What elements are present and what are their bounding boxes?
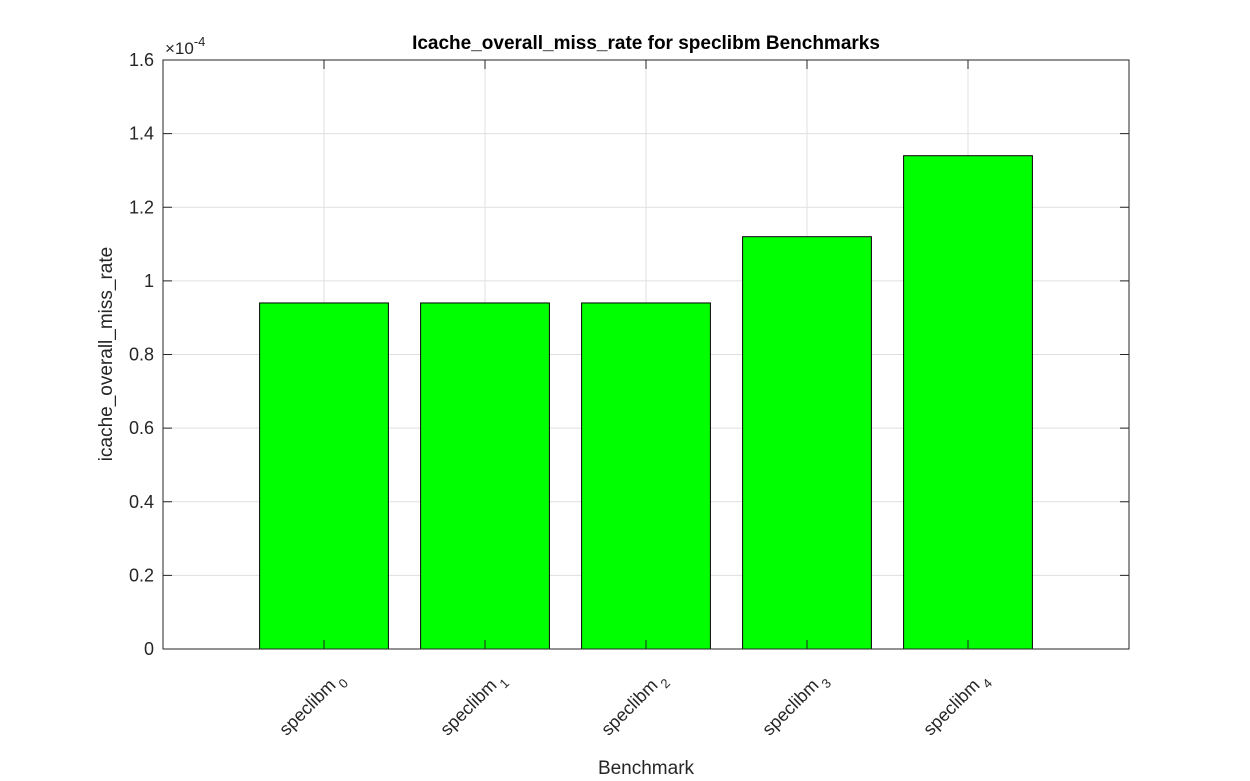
ticks [163,59,1129,650]
y-tick-label: 0.8 [129,345,154,365]
x-tick-label-base: speclibm [275,675,339,739]
x-tick-label-base: speclibm [758,675,822,739]
exponent-base: ×10 [165,39,194,58]
y-tick-label: 0.4 [129,492,154,512]
y-axis-label: icache_overall_miss_rate [96,247,117,461]
chart-title: Icache_overall_miss_rate for speclibm Be… [412,33,880,54]
y-tick-label: 0.2 [129,565,154,585]
y-tick-label: 0 [144,639,154,659]
y-tick-label: 1.2 [129,197,154,217]
y-tick-label: 1 [144,271,154,291]
x-tick-labels: speclibm0 speclibm1 speclibm2 speclibm3 spec… [275,668,995,744]
x-tick-label: speclibm3 [758,668,834,744]
bar [742,236,872,650]
bars [259,155,1033,650]
x-axis-label: Benchmark [598,758,695,779]
bar [581,302,711,650]
exponent-label: ×10-4 [165,34,205,58]
bar [903,155,1033,650]
y-tick-label: 1.6 [129,50,154,70]
x-tick-label-base: speclibm [597,675,661,739]
bar [259,302,389,650]
y-tick-labels: 0 0.2 0.4 0.6 0.8 1 1.2 1.4 1.6 [129,50,154,659]
exponent-power: -4 [194,34,206,49]
x-tick-label: speclibm1 [436,668,512,744]
x-tick-label-base: speclibm [436,675,500,739]
x-tick-label: speclibm0 [275,668,351,744]
y-tick-label: 0.6 [129,418,154,438]
x-tick-label: speclibm4 [919,668,995,744]
x-tick-label-base: speclibm [919,675,983,739]
bar [420,302,550,650]
y-tick-label: 1.4 [129,124,154,144]
x-tick-label: speclibm2 [597,668,673,744]
